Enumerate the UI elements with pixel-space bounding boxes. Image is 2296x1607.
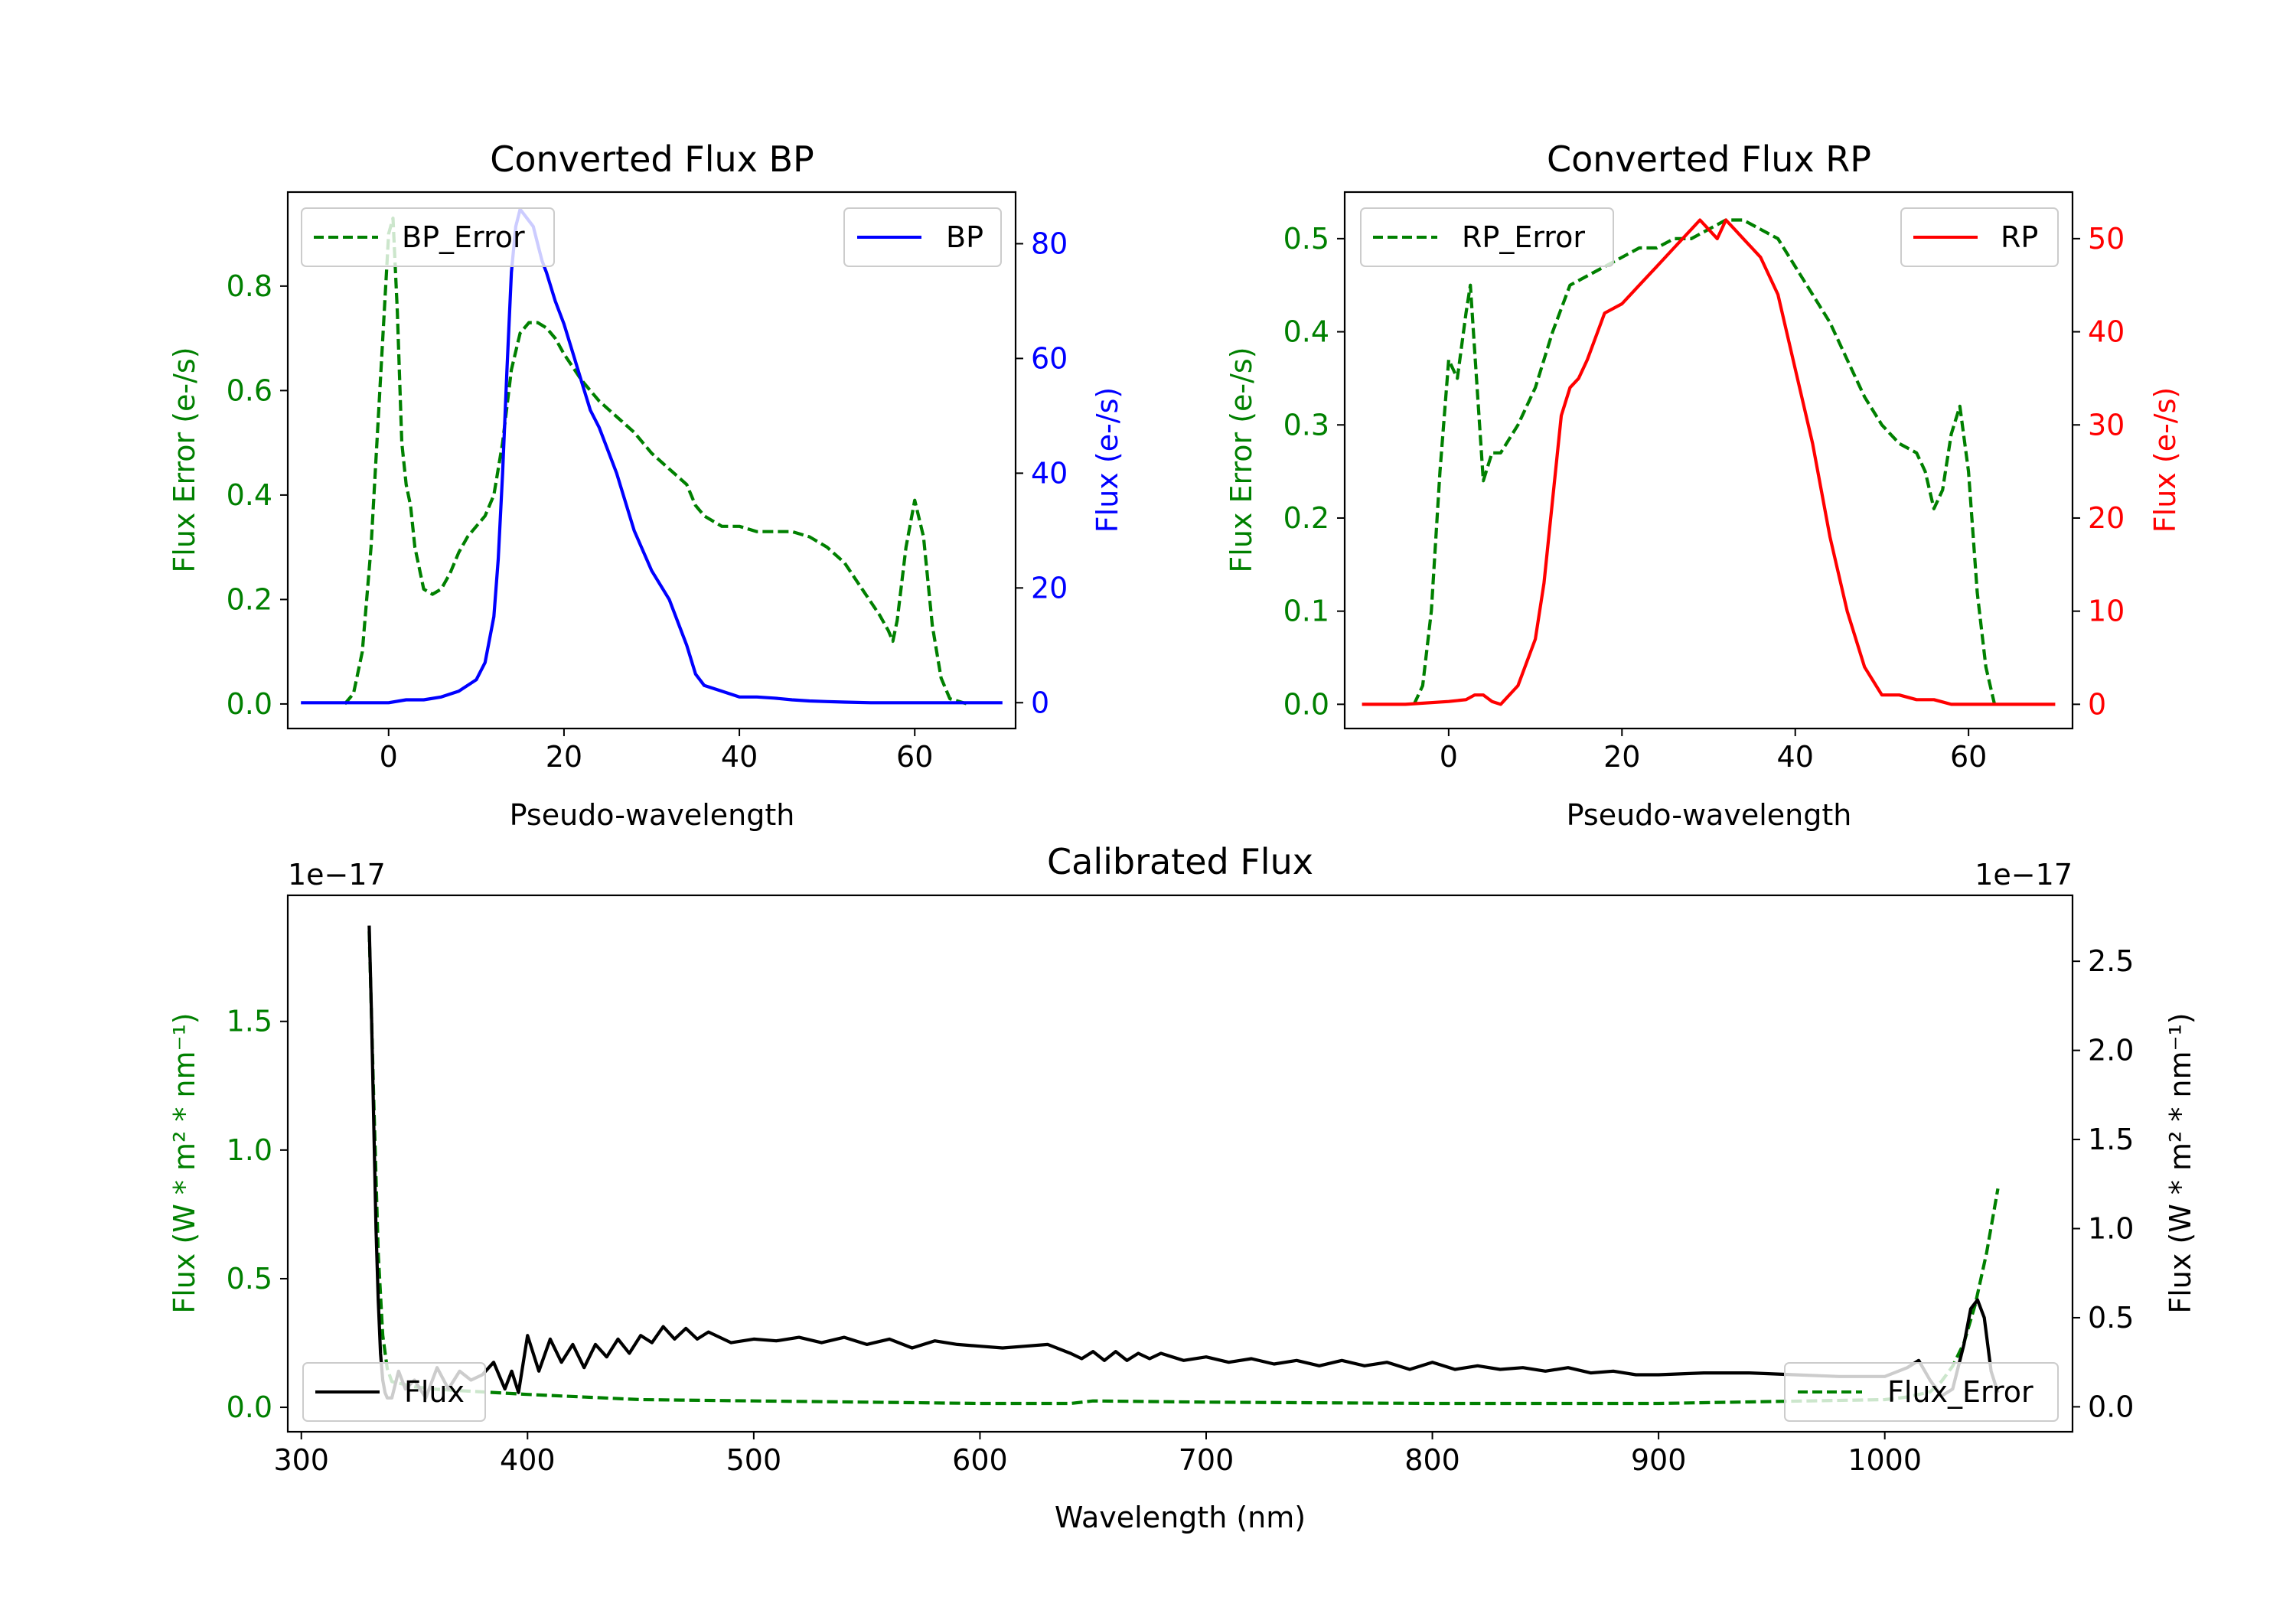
x-tick-label: 900 (1631, 1443, 1687, 1477)
y-tick-label-left: 0.5 (1283, 222, 1329, 256)
axes-frame (1343, 191, 2074, 730)
y-tick-label-right: 60 (1031, 341, 1068, 375)
legend-label-rp-error: RP_Error (1462, 220, 1585, 254)
x-tick-label: 0 (380, 740, 398, 774)
legend-right: BP (843, 207, 1002, 267)
axes-frame (286, 894, 2074, 1433)
y-tick-label-right: 2.0 (2088, 1034, 2134, 1068)
y-axis-label-left: Flux Error (e-/s) (168, 347, 201, 572)
legend-left: BP_Error (301, 207, 555, 267)
y-tick-label-left: 0.3 (1283, 408, 1329, 442)
plot-area (1362, 218, 2056, 706)
y-tick-label-right: 30 (2088, 408, 2125, 442)
y-tick-label-right: 20 (1031, 571, 1068, 605)
chart-title: Converted Flux RP (1547, 139, 1871, 180)
x-tick-label: 300 (273, 1443, 329, 1477)
x-tick-label: 0 (1440, 740, 1458, 774)
axes-ticks: 0 20 40 60 0.0 0.2 0.4 0.6 0.8 0 20 40 60 80 (227, 227, 1068, 774)
x-tick-label: 1000 (1848, 1443, 1922, 1477)
series-line-rp (1362, 218, 2056, 706)
y-tick-label-left: 0.1 (1283, 595, 1329, 628)
y-tick-label-left: 1.5 (227, 1005, 272, 1038)
y-tick-label-right: 0 (1031, 686, 1049, 719)
y-tick-label-right: 20 (2088, 501, 2125, 535)
legend-left: RP_Error (1360, 207, 1614, 267)
y-axis-label-left: Flux Error (e-/s) (1225, 347, 1258, 572)
y-tick-label-right: 80 (1031, 227, 1068, 260)
x-tick-label: 700 (1179, 1443, 1234, 1477)
y-tick-label-right: 50 (2088, 222, 2125, 256)
x-axis-label: Pseudo-wavelength (510, 798, 795, 832)
y-tick-label-right: 0.0 (2088, 1390, 2134, 1423)
legend-label-rp: RP (2001, 220, 2038, 254)
x-tick-label: 40 (721, 740, 758, 774)
offset-text-right: 1e−17 (1975, 858, 2073, 892)
legend-frame (1360, 207, 1614, 267)
legend-label-bp-error: BP_Error (402, 220, 525, 254)
y-axis-label-left: Flux (W * m² * nm⁻¹) (168, 1012, 201, 1313)
y-axis-label-right: Flux (e-/s) (2148, 387, 2182, 533)
y-tick-label-left: 0.0 (227, 1390, 272, 1424)
offset-text-left: 1e−17 (288, 858, 386, 892)
y-tick-label-left: 0.0 (227, 687, 272, 721)
legend-frame (301, 207, 555, 267)
chart-title: Converted Flux BP (490, 139, 814, 180)
axes-ticks: 300 400 500 600 700 800 900 1000 0.0 0.5 1.0 1.5 0.0… (227, 944, 2135, 1477)
series-line-bp (301, 207, 1003, 705)
y-tick-label-right: 40 (1031, 456, 1068, 490)
y-tick-label-left: 1.0 (227, 1133, 272, 1167)
y-axis-label-right: Flux (e-/s) (1091, 387, 1124, 533)
legend-right: Flux_Error (1784, 1362, 2059, 1422)
y-tick-label-right: 40 (2088, 315, 2125, 349)
y-tick-label-left: 0.0 (1283, 687, 1329, 721)
legend-frame (1900, 207, 2059, 267)
x-tick-label: 60 (896, 740, 933, 774)
panel-converted-flux-rp: Converted Flux RP 0 20 40 60 0.0 0.1 0.2 0.3 0.4… (1225, 139, 2182, 832)
y-tick-label-right: 1.0 (2088, 1212, 2134, 1246)
y-tick-label-left: 0.2 (227, 582, 272, 616)
y-tick-label-right: 10 (2088, 595, 2125, 628)
chart-title: Calibrated Flux (1047, 841, 1313, 882)
x-tick-label: 400 (500, 1443, 556, 1477)
panel-calibrated-flux: Calibrated Flux 1e−17 1e−17 300 400 500 600… (168, 841, 2197, 1534)
x-tick-label: 60 (1950, 740, 1987, 774)
legend-label-flux-error: Flux_Error (1887, 1375, 2033, 1409)
y-tick-label-right: 0 (2088, 687, 2106, 721)
x-axis-label: Wavelength (nm) (1055, 1501, 1306, 1534)
legend-left: Flux (302, 1362, 486, 1422)
axes-ticks: 0 20 40 60 0.0 0.1 0.2 0.3 0.4 0.5 0 10 20 30 40 50 (1283, 222, 2125, 774)
x-axis-label: Pseudo-wavelength (1567, 798, 1852, 832)
x-tick-label: 500 (726, 1443, 782, 1477)
x-tick-label: 20 (1603, 740, 1640, 774)
legend-right: RP (1900, 207, 2059, 267)
panel-converted-flux-bp: Converted Flux BP 0 20 40 60 0.0 0.2 0.4 0.6 0.8… (168, 139, 1124, 832)
x-tick-label: 800 (1404, 1443, 1460, 1477)
x-tick-label: 20 (546, 740, 582, 774)
x-tick-label: 600 (952, 1443, 1008, 1477)
x-tick-label: 40 (1777, 740, 1814, 774)
legend-frame (843, 207, 1002, 267)
series-line-bp-error (343, 217, 968, 706)
y-tick-label-right: 1.5 (2088, 1123, 2134, 1156)
y-tick-label-left: 0.6 (227, 373, 272, 407)
y-axis-label-right: Flux (W * m² * nm⁻¹) (2164, 1012, 2197, 1313)
legend-label-flux: Flux (404, 1375, 465, 1409)
y-tick-label-left: 0.2 (1283, 501, 1329, 535)
y-tick-label-left: 0.5 (227, 1262, 272, 1296)
y-tick-label-left: 0.4 (227, 478, 272, 512)
legend-label-bp: BP (946, 220, 983, 254)
y-tick-label-right: 0.5 (2088, 1301, 2134, 1335)
y-tick-label-right: 2.5 (2088, 944, 2134, 978)
y-tick-label-left: 0.4 (1283, 315, 1329, 349)
legend-frame (302, 1362, 486, 1422)
legend-frame (1784, 1362, 2059, 1422)
plot-area (301, 207, 1003, 706)
y-tick-label-left: 0.8 (227, 269, 272, 303)
axes-frame (286, 191, 1017, 730)
series-line-rp-error (1412, 218, 1997, 706)
